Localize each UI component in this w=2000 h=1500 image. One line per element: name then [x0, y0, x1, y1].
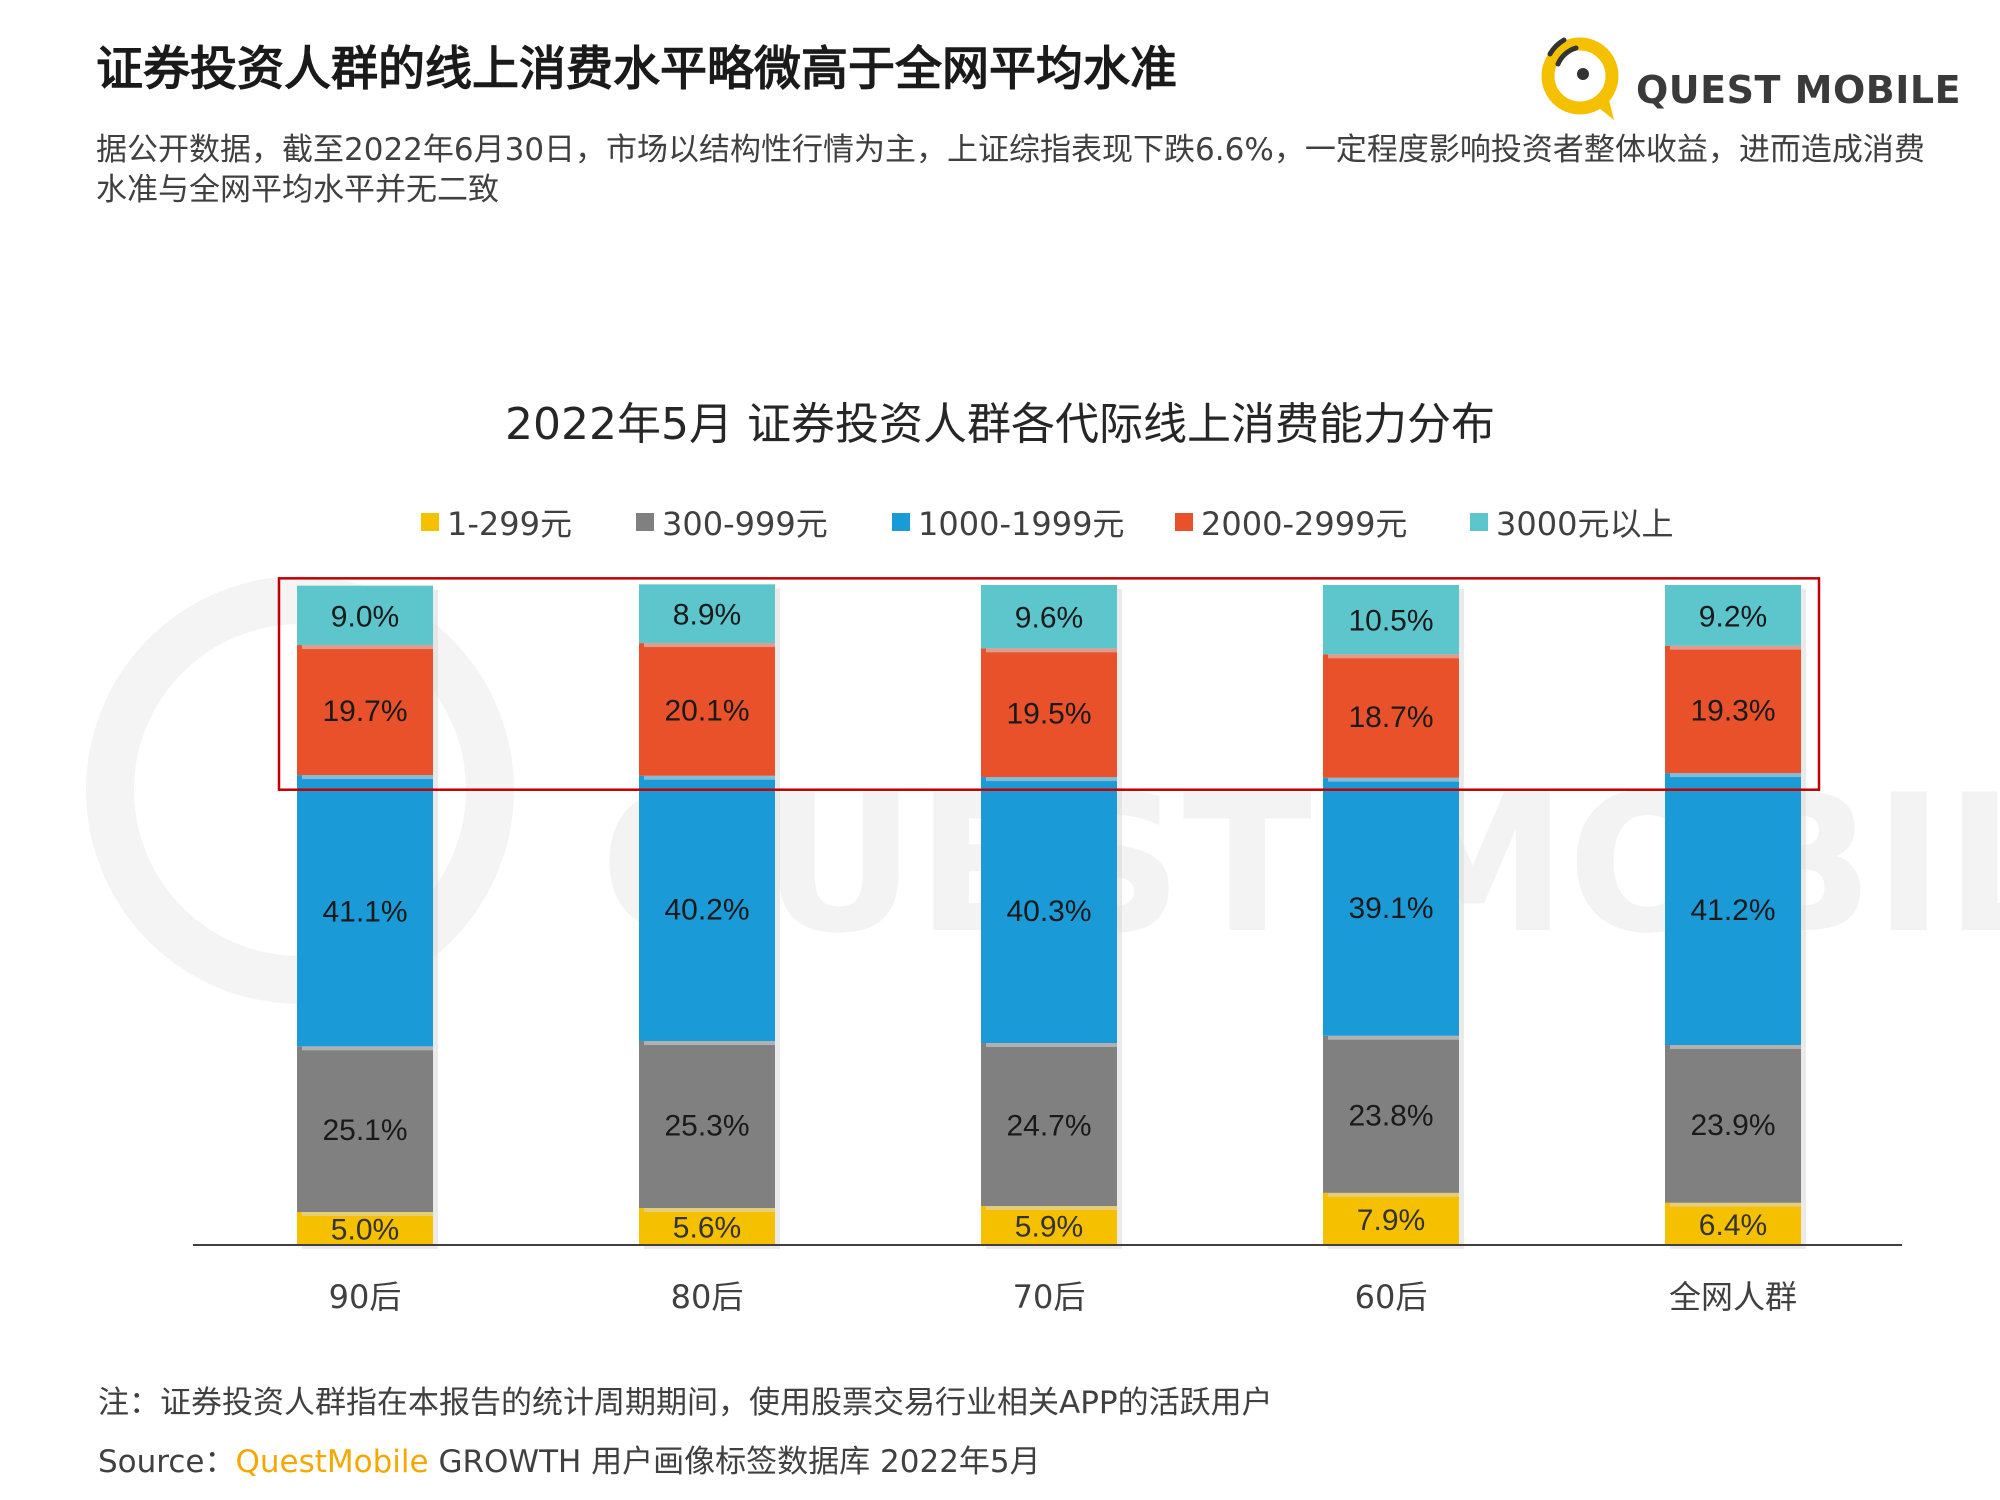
bar-segment — [981, 1043, 1117, 1207]
legend-swatch — [892, 513, 910, 531]
page-headline: 证券投资人群的线上消费水平略微高于全网平均水准 — [96, 42, 1177, 97]
bar-segment — [1323, 654, 1459, 778]
bar-segment — [1665, 773, 1801, 1046]
legend-swatch — [1175, 513, 1193, 531]
data-label: 5.0% — [331, 1214, 399, 1247]
data-label: 41.2% — [1690, 894, 1775, 927]
legend-swatch — [636, 513, 654, 531]
data-label: 40.2% — [664, 893, 749, 926]
data-label: 25.1% — [322, 1114, 407, 1147]
legend-item-3000-plus: 3000元以上 — [1470, 502, 1674, 543]
source-brand: QuestMobile — [235, 1444, 429, 1480]
source-rest: GROWTH 用户画像标签数据库 2022年5月 — [428, 1444, 1041, 1480]
legend-item-1-299: 1-299元 — [421, 502, 572, 543]
legend-item-300-999: 300-999元 — [636, 502, 828, 543]
data-label: 7.9% — [1357, 1204, 1425, 1237]
quest-mobile-logo-icon — [1541, 37, 1619, 120]
bar-segment — [297, 585, 433, 646]
bar-segment — [639, 775, 775, 1042]
bar-segment — [1323, 777, 1459, 1036]
source-prefix: Source： — [98, 1444, 236, 1480]
data-label: 40.3% — [1006, 895, 1091, 928]
x-tick-label: 90后 — [329, 1278, 402, 1316]
data-label: 8.9% — [673, 599, 741, 632]
chart-title: 2022年5月 证券投资人群各代际线上消费能力分布 — [505, 399, 1495, 450]
bar-segment — [981, 777, 1117, 1044]
data-label: 10.5% — [1348, 605, 1433, 638]
data-label: 19.7% — [322, 695, 407, 728]
data-label: 5.9% — [1015, 1211, 1083, 1244]
bar-segment — [297, 1212, 433, 1245]
data-label: 18.7% — [1348, 701, 1433, 734]
bar-segment — [639, 1041, 775, 1209]
legend-label: 3000元以上 — [1496, 505, 1674, 543]
legend-label: 1000-1999元 — [918, 505, 1125, 543]
legend-swatch — [421, 513, 439, 531]
legend-label: 2000-2999元 — [1201, 505, 1408, 543]
bar-segment — [1665, 1202, 1801, 1245]
source-line: Source：QuestMobile GROWTH 用户画像标签数据库 2022… — [98, 1436, 1041, 1481]
legend-item-2000-2999: 2000-2999元 — [1175, 502, 1408, 543]
footnote: 注：证券投资人群指在本报告的统计周期期间，使用股票交易行业相关APP的活跃用户 — [98, 1385, 1273, 1421]
chart-legend: 1-299元 300-999元 1000-1999元 2000-2999元 30… — [0, 502, 2000, 543]
bar-segment — [981, 585, 1117, 649]
bar-segment — [1665, 1045, 1801, 1203]
bar-segment — [639, 643, 775, 776]
x-tick-label: 全网人群 — [1669, 1278, 1797, 1316]
legend-swatch — [1470, 513, 1488, 531]
data-label: 39.1% — [1348, 892, 1433, 925]
page-subtitle: 据公开数据，截至2022年6月30日，市场以结构性行情为主，上证综指表现下跌6.… — [96, 132, 1925, 208]
highlight-box — [277, 577, 1821, 791]
bar-segment — [639, 1208, 775, 1245]
data-label: 19.5% — [1006, 698, 1091, 731]
data-label: 9.2% — [1699, 600, 1767, 633]
data-label: 5.6% — [673, 1212, 741, 1245]
stacked-bar-chart: QUEST MOBILE5.0%25.1%41.1%19.7%9.0%90后5.… — [86, 576, 2000, 1316]
quest-mobile-logo-text: QUEST MOBILE — [1636, 68, 1962, 112]
x-tick-label: 70后 — [1013, 1278, 1086, 1316]
bar-segment — [981, 648, 1117, 778]
bar-segment — [1323, 1192, 1459, 1245]
data-label: 19.3% — [1690, 694, 1775, 727]
data-label: 9.0% — [331, 600, 399, 633]
x-tick-label: 60后 — [1355, 1278, 1428, 1316]
bar-segment — [1665, 645, 1801, 774]
legend-item-1000-1999: 1000-1999元 — [892, 502, 1125, 543]
data-label: 24.7% — [1006, 1110, 1091, 1143]
data-label: 9.6% — [1015, 602, 1083, 635]
bar-segment — [297, 645, 433, 776]
legend-label: 300-999元 — [662, 505, 828, 543]
bar-segment — [297, 1046, 433, 1212]
bar-segment — [981, 1206, 1117, 1245]
bar-segment — [1665, 585, 1801, 646]
bar-segment — [1323, 1035, 1459, 1193]
bar-segment — [297, 775, 433, 1047]
data-label: 41.1% — [322, 896, 407, 929]
bar-segment — [639, 584, 775, 644]
data-label: 20.1% — [664, 694, 749, 727]
data-label: 6.4% — [1699, 1209, 1767, 1242]
bar-segment — [1323, 585, 1459, 655]
data-label: 23.8% — [1348, 1099, 1433, 1132]
x-tick-label: 80后 — [671, 1278, 744, 1316]
quest-mobile-logo: QUEST MOBILE — [1528, 24, 1961, 124]
data-label: 23.9% — [1690, 1109, 1775, 1142]
legend-label: 1-299元 — [447, 505, 572, 543]
data-label: 25.3% — [664, 1110, 749, 1143]
